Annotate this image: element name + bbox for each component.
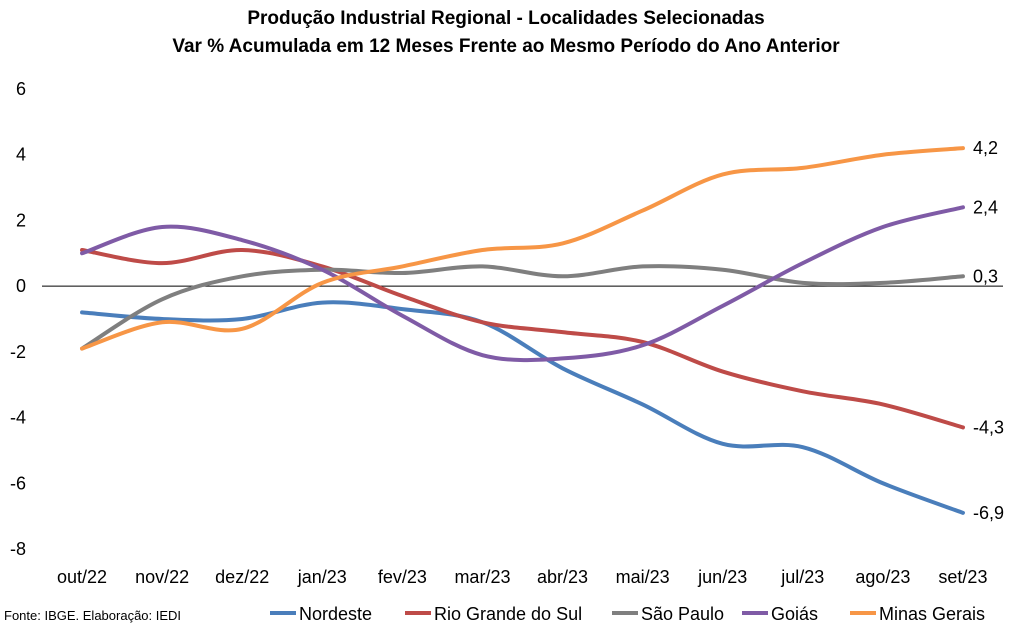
x-tick-label: abr/23 (537, 567, 588, 587)
x-tick-label: dez/22 (215, 567, 269, 587)
x-tick-label: nov/22 (135, 567, 189, 587)
series-line-nordeste (80, 300, 965, 515)
x-tick-label: mar/23 (454, 567, 510, 587)
end-label-goias: 2,4 (973, 197, 998, 217)
y-tick-label: 4 (16, 145, 26, 165)
end-label-minas-gerais: 4,2 (973, 138, 998, 158)
series-line-rio-grande-do-sul (80, 247, 965, 430)
legend-label-sao-paulo: São Paulo (641, 604, 724, 624)
x-tick-label: jun/23 (697, 567, 747, 587)
x-tick-label: jul/23 (780, 567, 824, 587)
legend: Nordeste Rio Grande do Sul São Paulo Goiás M… (270, 604, 985, 624)
x-tick-label: fev/23 (378, 567, 427, 587)
end-label-rio-grande-do-sul: -4,3 (973, 417, 1004, 437)
x-tick-label: ago/23 (855, 567, 910, 587)
y-tick-label: -8 (10, 539, 26, 559)
end-label-nordeste: -6,9 (973, 503, 1004, 523)
end-label-sao-paulo: 0,3 (973, 266, 998, 286)
x-axis: out/22 nov/22 dez/22 jan/23 fev/23 mar/23 abr/… (57, 567, 987, 587)
legend-label-goias: Goiás (771, 604, 818, 624)
y-tick-label: 0 (16, 276, 26, 296)
y-axis: -8 -6 -4 -2 0 2 4 6 (10, 79, 26, 559)
x-tick-label: mai/23 (616, 567, 670, 587)
x-tick-label: out/22 (57, 567, 107, 587)
y-tick-label: -6 (10, 473, 26, 493)
legend-label-nordeste: Nordeste (299, 604, 372, 624)
y-tick-label: 2 (16, 210, 26, 230)
series-line-goias (80, 205, 965, 363)
end-labels: -6,9 -4,3 0,3 2,4 4,2 (973, 138, 1004, 523)
legend-label-minas-gerais: Minas Gerais (879, 604, 985, 624)
chart-subtitle: Var % Acumulada em 12 Meses Frente ao Me… (172, 36, 840, 57)
legend-label-rio-grande-do-sul: Rio Grande do Sul (434, 604, 582, 624)
y-tick-label: -2 (10, 342, 26, 362)
series-group (80, 146, 965, 515)
y-tick-label: 6 (16, 79, 26, 99)
x-tick-label: set/23 (938, 567, 987, 587)
chart-title: Produção Industrial Regional - Localidad… (247, 8, 764, 29)
x-tick-label: jan/23 (297, 567, 347, 587)
source-note: Fonte: IBGE. Elaboração: IEDI (4, 608, 181, 623)
series-line-minas-gerais (80, 146, 965, 351)
series-line-sao-paulo (80, 264, 965, 351)
y-tick-label: -4 (10, 408, 26, 428)
